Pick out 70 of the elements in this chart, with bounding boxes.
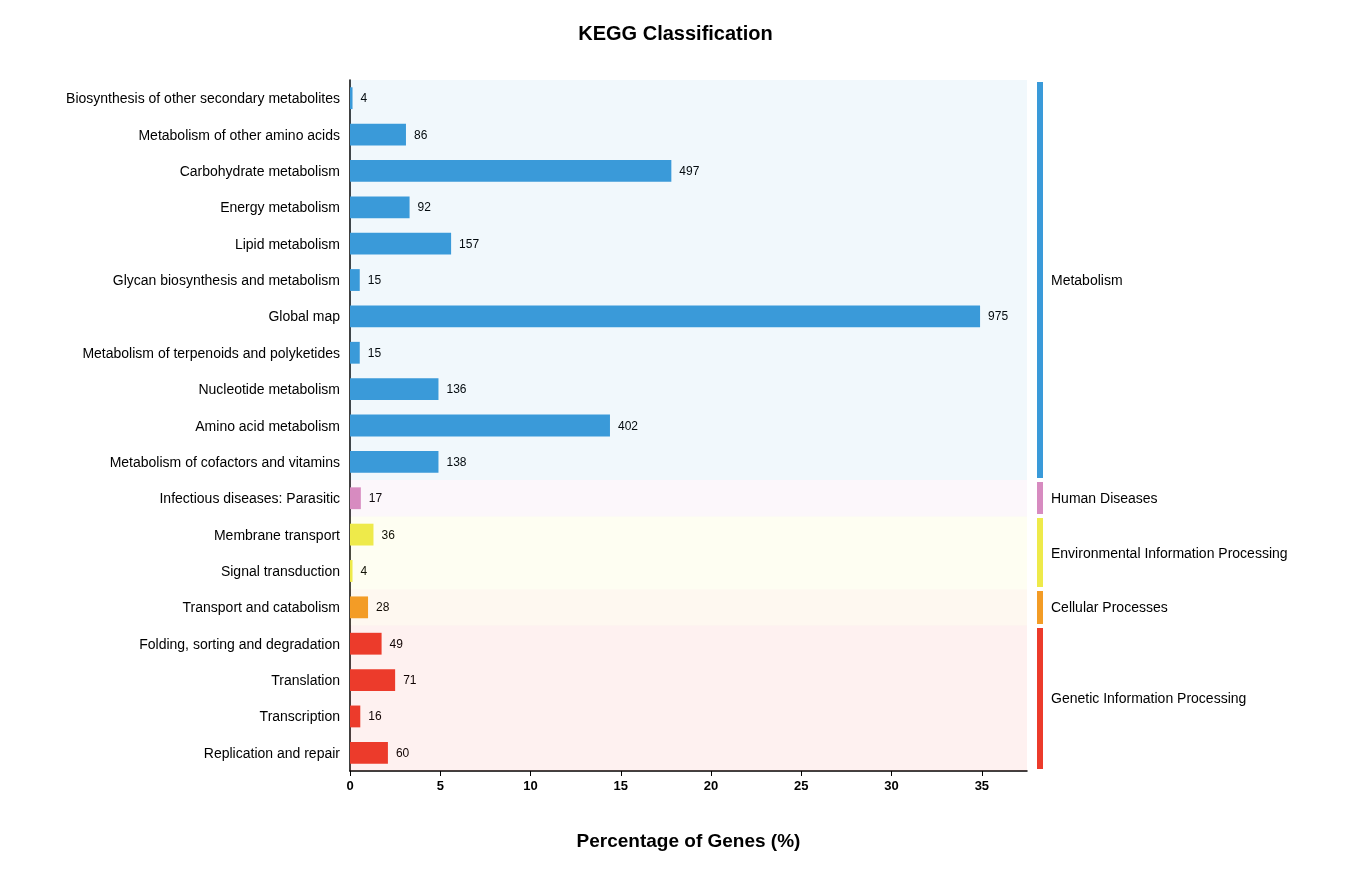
band-label: Metabolism <box>1051 271 1123 290</box>
annotation: 71 <box>403 673 417 688</box>
band-label: Human Diseases <box>1051 489 1158 508</box>
bar <box>350 123 406 146</box>
bar <box>350 414 610 437</box>
y-tick-label: Nucleotide metabolism <box>198 381 340 398</box>
x-tick-label: 15 <box>613 778 629 793</box>
annotation: 4 <box>360 563 368 578</box>
x-axis-title: Percentage of Genes (%) <box>576 830 801 851</box>
bar <box>350 341 360 364</box>
x-tick-label: 35 <box>974 778 990 793</box>
annotation: 15 <box>367 273 382 288</box>
y-tick-label: Replication and repair <box>203 744 341 761</box>
x-tick-label: 0 <box>346 778 354 793</box>
annotation: 60 <box>395 745 410 760</box>
bar <box>350 269 360 291</box>
bar <box>350 232 452 255</box>
band-label: Cellular Processes <box>1051 598 1168 617</box>
chart-title: KEGG Classification <box>578 22 773 44</box>
y-tick-label: Membrane transport <box>213 526 341 543</box>
y-tick-label: Biosynthesis of other secondary metabolites <box>66 90 340 107</box>
bar <box>350 305 981 328</box>
y-tick-label: Metabolism of other amino acids <box>138 126 340 143</box>
y-tick-label: Metabolism of terpenoids and polyketides <box>82 344 340 361</box>
y-tick-label: Global map <box>268 308 341 325</box>
bar <box>350 378 439 401</box>
band-label: Genetic Information Processing <box>1051 689 1247 708</box>
y-tick-label: Amino acid metabolism <box>195 417 340 434</box>
x-tick-label: 5 <box>436 778 444 793</box>
bar <box>350 705 361 728</box>
annotation: 49 <box>389 636 404 651</box>
annotation: 36 <box>381 527 396 542</box>
band-label: Environmental Information Processing <box>1051 543 1288 562</box>
annotation: 28 <box>376 600 390 615</box>
y-tick-label: Glycan biosynthesis and metabolism <box>112 272 340 289</box>
annotation: 136 <box>446 382 467 397</box>
annotation: 16 <box>368 709 382 724</box>
annotation: 497 <box>679 163 700 178</box>
annotation: 92 <box>417 200 432 215</box>
annotation: 402 <box>617 418 639 433</box>
y-tick-label: Transport and catabolism <box>182 599 340 616</box>
bar <box>350 741 388 764</box>
annotation: 138 <box>446 454 467 469</box>
annotation: 4 <box>360 91 368 106</box>
bar <box>350 669 396 691</box>
bar <box>350 196 410 219</box>
annotation: 157 <box>459 236 480 251</box>
y-tick-label: Metabolism of cofactors and vitamins <box>109 453 340 470</box>
bar <box>350 632 382 655</box>
x-tick-label: 25 <box>794 778 809 793</box>
y-tick-label: Transcription <box>259 708 340 725</box>
x-tick-label: 30 <box>884 778 899 793</box>
bar <box>350 87 353 110</box>
y-tick-label: Energy metabolism <box>220 199 340 216</box>
bar <box>350 160 672 182</box>
y-tick-label: Folding, sorting and degradation <box>139 635 340 652</box>
bar <box>350 523 374 546</box>
y-tick-label: Translation <box>271 672 340 689</box>
x-tick-label: 10 <box>523 778 538 793</box>
y-tick-label: Carbohydrate metabolism <box>179 162 340 179</box>
annotation: 86 <box>413 127 428 142</box>
annotation: 15 <box>367 345 382 360</box>
annotation: 975 <box>988 309 1009 324</box>
bar <box>350 560 353 582</box>
x-tick-label: 20 <box>703 778 719 793</box>
bar <box>350 450 439 473</box>
y-tick-label: Lipid metabolism <box>234 235 340 252</box>
y-tick-label: Infectious diseases: Parasitic <box>159 490 340 507</box>
annotation: 17 <box>368 491 383 506</box>
y-tick-label: Signal transduction <box>220 562 340 579</box>
